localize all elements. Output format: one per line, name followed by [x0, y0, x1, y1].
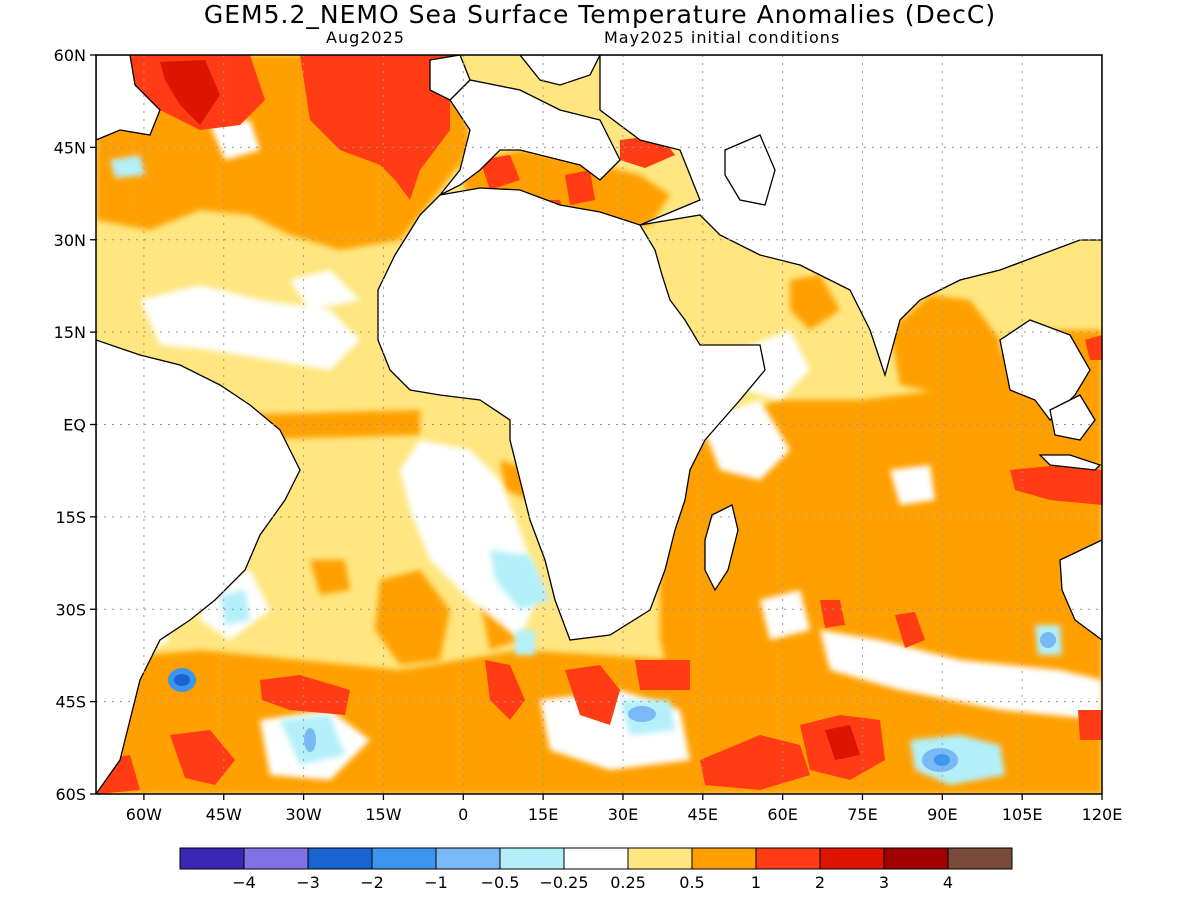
colorbar-label: −2 [360, 873, 384, 892]
longitude-label: 30E [608, 805, 638, 824]
colorbar-label: 1 [751, 873, 761, 892]
latitude-label: 45N [54, 138, 86, 157]
longitude-label: 120E [1082, 805, 1123, 824]
colorbar-swatch [627, 847, 693, 870]
colorbar-label: −4 [232, 873, 256, 892]
colorbar-swatch [883, 847, 949, 870]
longitude-label: 105E [1002, 805, 1043, 824]
colorbar-swatch [947, 847, 1013, 870]
colorbar-swatch [243, 847, 309, 870]
colorbar-label: −1 [424, 873, 448, 892]
colorbar [179, 847, 1013, 870]
longitude-label: 60W [126, 805, 162, 824]
madagascar [704, 504, 739, 592]
graticule [96, 55, 1102, 794]
latitude-label: 45S [55, 693, 86, 712]
colorbar-labels: −4 −3 −2 −1 −0.5 −0.25 0.25 0.5 1 2 3 4 [232, 873, 953, 892]
forecast-month: Aug2025 [326, 28, 405, 47]
colorbar-swatch [691, 847, 757, 870]
africa-landmass [377, 187, 766, 641]
longitude-label: 90E [927, 805, 957, 824]
very-strong-warm-regions [160, 60, 860, 760]
initial-conditions: May2025 initial conditions [604, 28, 841, 47]
longitude-label: 60E [767, 805, 797, 824]
latitude-labels: 60N 45N 30N 15N EQ 15S 30S 45S 60S [54, 46, 86, 804]
latitude-label: 30N [54, 231, 86, 250]
colorbar-label: −0.5 [481, 873, 520, 892]
colorbar-label: 3 [879, 873, 889, 892]
colorbar-label: 2 [815, 873, 825, 892]
axis-ticks [90, 54, 1103, 800]
colorbar-label: 0.5 [679, 873, 704, 892]
longitude-label: 30W [285, 805, 321, 824]
deep-cold-core [174, 674, 190, 686]
longitude-label: 15W [365, 805, 401, 824]
colorbar-swatch [307, 847, 373, 870]
colorbar-swatch [435, 847, 501, 870]
longitude-label: 45W [206, 805, 242, 824]
map-title: GEM5.2_NEMO Sea Surface Temperature Anom… [203, 0, 997, 29]
latitude-label: 15S [55, 508, 86, 527]
colorbar-label: 4 [943, 873, 953, 892]
longitude-label: 45E [688, 805, 718, 824]
latitude-label: 30S [55, 600, 86, 619]
colorbar-swatch [819, 847, 885, 870]
colorbar-label: 0.25 [610, 873, 646, 892]
latitude-label: 15N [54, 323, 86, 342]
latitude-label: EQ [63, 416, 86, 435]
latitude-label: 60S [55, 785, 86, 804]
australia-landmass [1059, 539, 1102, 641]
colorbar-swatch [755, 847, 821, 870]
colorbar-label: −3 [296, 873, 320, 892]
longitude-label: 0 [458, 805, 468, 824]
longitude-label: 15E [528, 805, 558, 824]
colorbar-swatch [371, 847, 437, 870]
longitude-labels: 60W 45W 30W 15W 0 15E 30E 45E 60E 75E 90E 105E 120E [126, 805, 1123, 824]
land-outlines [96, 55, 1102, 794]
latitude-label: 60N [54, 46, 86, 65]
south-america-landmass [96, 339, 301, 794]
colorbar-swatch [563, 847, 629, 870]
colorbar-label: −0.25 [539, 873, 588, 892]
colorbar-swatch [499, 847, 565, 870]
colorbar-swatch [179, 847, 245, 870]
longitude-label: 75E [847, 805, 877, 824]
